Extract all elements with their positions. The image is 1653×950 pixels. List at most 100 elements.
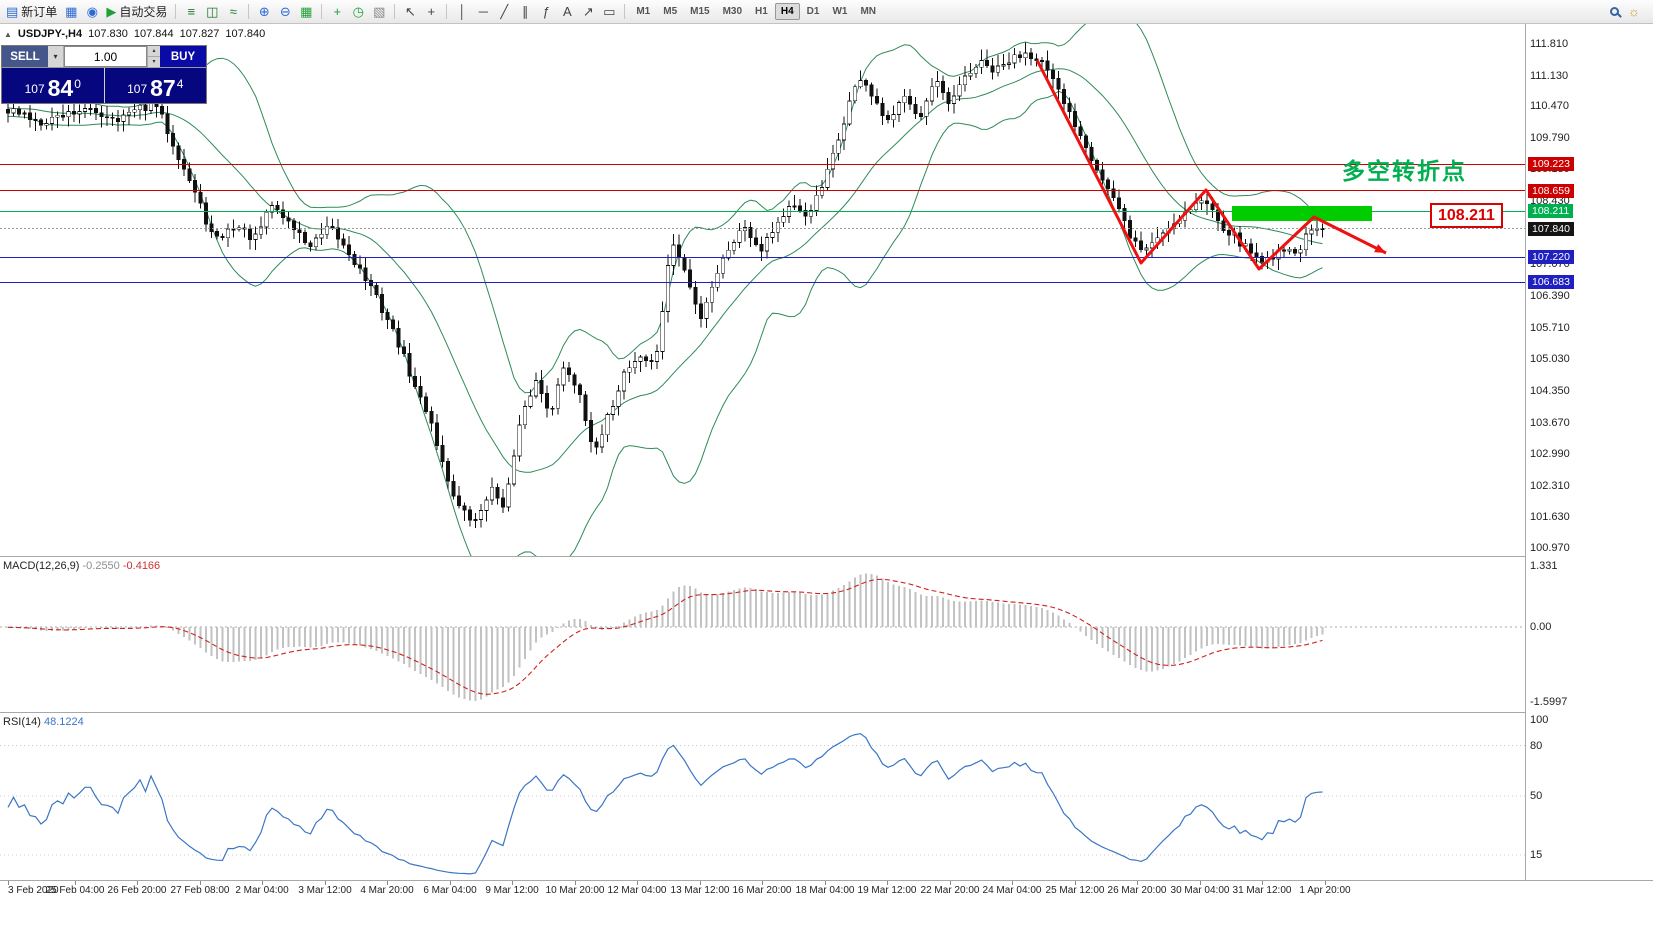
sell-button[interactable]: SELL <box>2 46 48 67</box>
timeframe-button-d1[interactable]: D1 <box>806 6 820 17</box>
trend-zigzag-annotation[interactable] <box>1035 59 1387 271</box>
timeframe-button-h4[interactable]: H4 <box>774 3 800 20</box>
level-price-tag[interactable]: 108.211 <box>1430 203 1503 228</box>
rsi-scale-label: 100 <box>1530 714 1549 726</box>
rsi-panel-separator[interactable] <box>0 712 1653 713</box>
time-axis-tick <box>575 881 576 885</box>
toolbar-separator <box>248 4 250 19</box>
price-axis-label: 106.390 <box>1530 290 1570 302</box>
buy-button[interactable]: BUY <box>160 46 206 67</box>
tile-windows-icon[interactable]: ▦ <box>296 2 316 22</box>
time-axis-tick <box>1200 881 1201 885</box>
fibonacci-icon[interactable]: ƒ <box>536 2 556 22</box>
time-axis-label: 27 Feb 08:00 <box>170 885 230 896</box>
trendline-icon[interactable]: ╱ <box>494 2 514 22</box>
vertical-line-icon: │ <box>458 3 467 19</box>
cursor-icon[interactable]: ↖ <box>400 2 420 22</box>
price-axis-label: 101.630 <box>1530 511 1570 524</box>
autotrade-button[interactable]: ▶ 自动交易 <box>103 2 170 22</box>
price-axis-label: 108.430 <box>1530 195 1570 208</box>
macd-scale-label: 0.00 <box>1530 621 1552 633</box>
timeframe-button-m30[interactable]: M30 <box>722 6 743 17</box>
rsi-indicator-label: RSI(14) 48.1224 <box>3 716 84 728</box>
ohlc-close: 107.840 <box>225 28 266 40</box>
volume-input[interactable] <box>64 46 147 67</box>
one-click-collapse-icon[interactable]: ▲ <box>4 29 12 39</box>
time-axis-tick <box>825 881 826 885</box>
toolbar-separator <box>394 4 396 19</box>
price-axis-border <box>1525 24 1526 880</box>
sell-price-display[interactable]: 107 84 0 <box>2 68 105 103</box>
time-axis-tick <box>200 881 201 885</box>
time-axis-label: 19 Mar 12:00 <box>857 885 917 896</box>
period-clock-icon[interactable]: ◷ <box>348 2 368 22</box>
macd-signal-line <box>7 578 1323 695</box>
timeframe-button-m5[interactable]: M5 <box>663 6 678 17</box>
volume-increase-button[interactable]: ▴ <box>148 46 160 57</box>
horizontal-line-icon[interactable]: ─ <box>473 2 493 22</box>
turning-point-annotation[interactable]: 多空转折点 <box>1342 158 1467 184</box>
zoom-out-icon[interactable]: ⊖ <box>275 2 295 22</box>
zoom-in-icon[interactable]: ⊕ <box>254 2 274 22</box>
time-axis-label: 16 Mar 20:00 <box>732 885 792 896</box>
data-window-icon: ◉ <box>86 3 98 19</box>
timeframe-button-m15[interactable]: M15 <box>690 6 710 17</box>
period-clock-icon: ◷ <box>352 3 364 19</box>
toolbar: ▤ 新订单 ▦ ◉ ▶ 自动交易 ≡ ◫ ≈ ⊕ ⊖ ▦ + ◷ ▧ ↖ + │ ─ ╱ ∥ ƒ A ↗ ▭ M1 M5 M15 M30… <box>0 0 1653 24</box>
timeframe-button-mn[interactable]: MN <box>860 6 876 17</box>
data-window-icon[interactable]: ◉ <box>82 2 102 22</box>
time-axis-label: 25 Feb 04:00 <box>45 885 105 896</box>
time-axis-tick <box>512 881 513 885</box>
time-axis-tick <box>450 881 451 885</box>
channel-icon[interactable]: ∥ <box>515 2 535 22</box>
candlestick-series <box>5 42 1325 528</box>
time-axis-tick <box>137 881 138 885</box>
time-axis[interactable]: 3 Feb 2020 25 Feb 04:00 26 Feb 20:00 27 Feb… <box>0 880 1653 902</box>
rsi-scale-label: 80 <box>1530 739 1543 752</box>
time-axis-tick <box>637 881 638 885</box>
chart-windows-icon[interactable]: ▦ <box>61 2 81 22</box>
macd-panel-canvas[interactable] <box>0 557 1525 712</box>
timeframe-button-m1[interactable]: M1 <box>636 6 651 17</box>
rsi-panel-canvas[interactable] <box>0 713 1525 880</box>
highlight-box-annotation[interactable] <box>1232 206 1372 221</box>
add-indicator-icon[interactable]: + <box>327 2 347 22</box>
rsi-line <box>7 733 1323 875</box>
volume-dropdown-button[interactable]: ▾ <box>48 46 64 67</box>
timeframe-button-w1[interactable]: W1 <box>832 6 848 17</box>
template-icon[interactable]: ▧ <box>369 2 389 22</box>
crosshair-icon[interactable]: + <box>421 2 441 22</box>
line-chart-icon[interactable]: ≈ <box>223 2 243 22</box>
search-icon[interactable] <box>1604 2 1624 22</box>
vertical-line-icon[interactable]: │ <box>452 2 472 22</box>
macd-scale-label: 1.331 <box>1530 560 1558 572</box>
line-chart-icon: ≈ <box>229 3 237 19</box>
toolbar-separator <box>624 4 626 19</box>
candlestick-chart-icon[interactable]: ◫ <box>202 2 222 22</box>
text-tool-icon[interactable]: A <box>557 2 577 22</box>
price-axis-label: 109.790 <box>1530 131 1570 144</box>
time-axis-tick <box>75 881 76 885</box>
time-axis-label: 31 Mar 12:00 <box>1232 885 1292 896</box>
bar-chart-icon[interactable]: ≡ <box>181 2 201 22</box>
price-chart-canvas[interactable] <box>0 24 1525 556</box>
toolbar-separator <box>321 4 323 19</box>
time-axis-label: 3 Mar 12:00 <box>298 885 352 896</box>
price-axis[interactable]: 111.810111.130110.470109.790109.130108.4… <box>1526 24 1653 880</box>
buy-price-display[interactable]: 107 87 4 <box>127 75 184 101</box>
price-axis-label: 102.990 <box>1530 448 1570 461</box>
volume-decrease-button[interactable]: ▾ <box>148 57 160 68</box>
timeframe-button-h1[interactable]: H1 <box>755 6 768 17</box>
shapes-icon[interactable]: ▭ <box>599 2 619 22</box>
time-axis-tick <box>387 881 388 885</box>
macd-panel-separator[interactable] <box>0 556 1653 557</box>
bollinger-lower-band <box>8 90 1323 556</box>
arrow-tool-icon[interactable]: ↗ <box>578 2 598 22</box>
new-order-button[interactable]: ▤ 新订单 <box>3 2 60 22</box>
toolbar-right-group: ☼ <box>1604 2 1644 22</box>
price-axis-label: 100.970 <box>1530 542 1570 554</box>
time-axis-label: 1 Apr 20:00 <box>1299 885 1351 896</box>
price-level-chip: 107.220 <box>1528 250 1574 265</box>
community-icon[interactable]: ☼ <box>1624 2 1644 22</box>
